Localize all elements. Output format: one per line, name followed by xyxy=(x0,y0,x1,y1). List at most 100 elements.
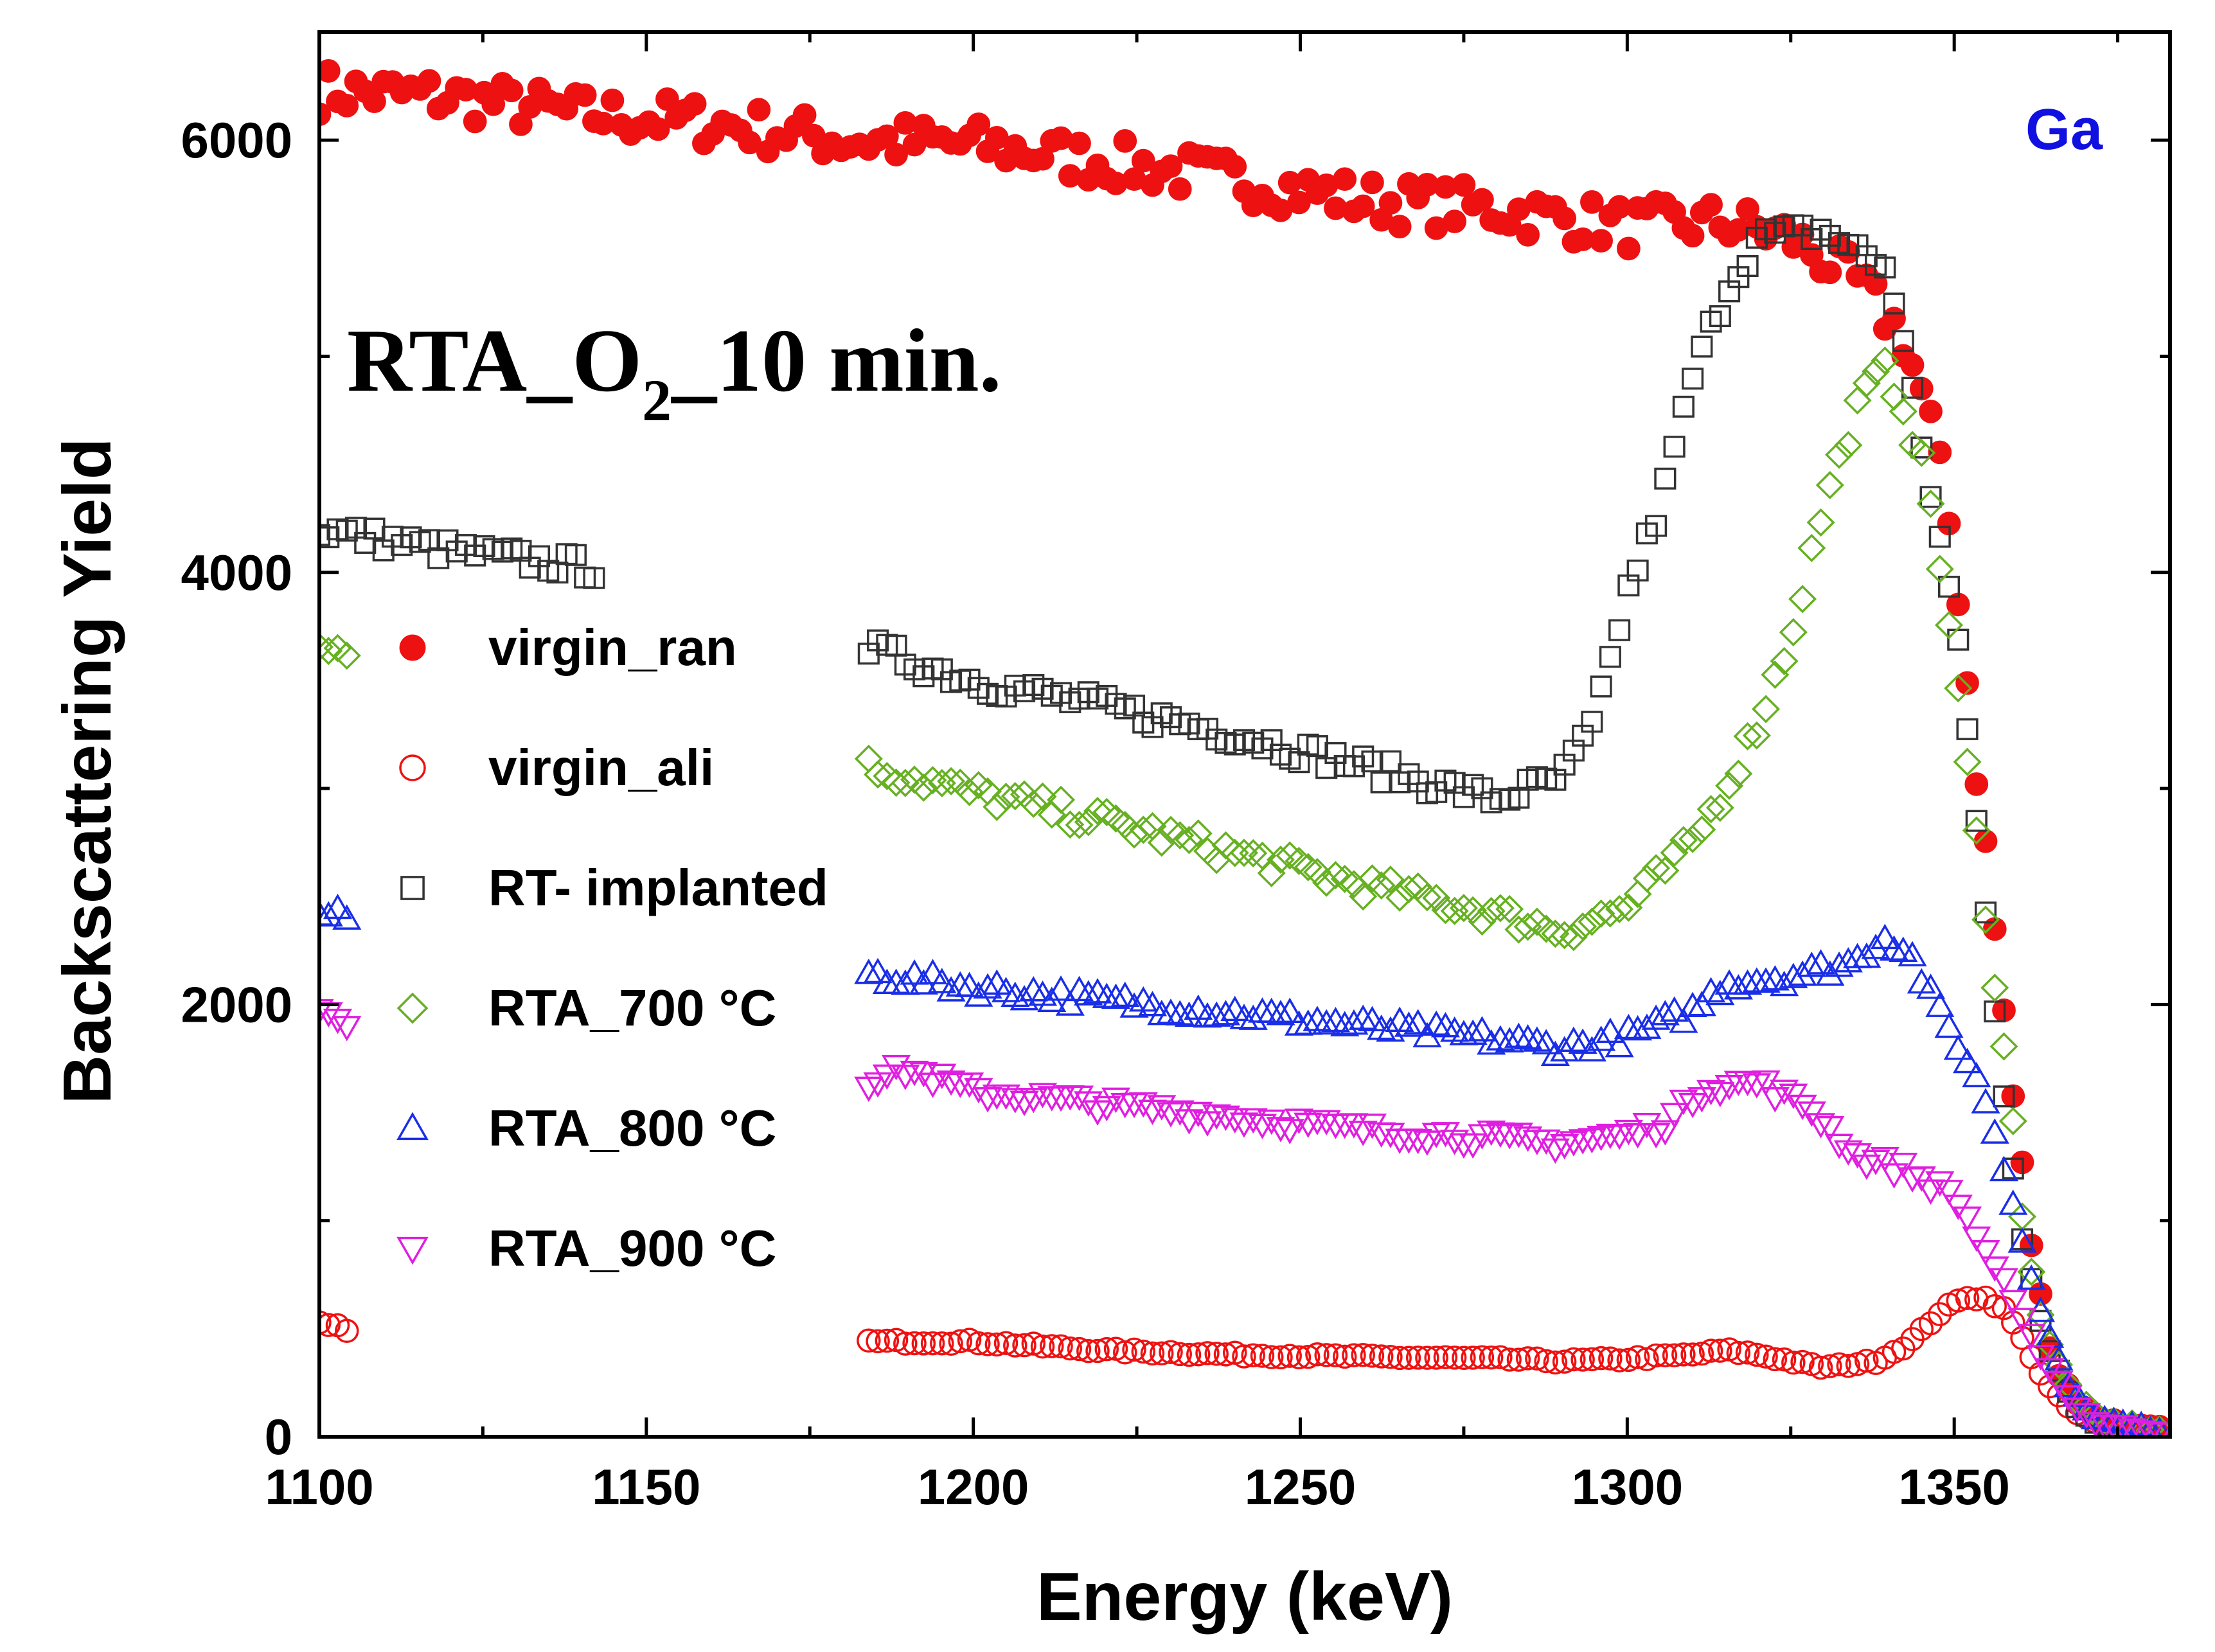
data-point xyxy=(983,792,1011,821)
data-point xyxy=(1074,808,1103,837)
chart-title-subscript: 2 xyxy=(642,368,672,433)
data-point xyxy=(1513,1126,1543,1152)
data-point xyxy=(1294,1112,1323,1139)
data-point xyxy=(920,1331,945,1356)
data-point xyxy=(1559,923,1588,952)
data-point xyxy=(1442,1346,1467,1370)
data-point xyxy=(909,773,938,802)
data-point xyxy=(936,1070,966,1096)
data-point xyxy=(1294,853,1322,882)
data-point xyxy=(1763,1347,1788,1372)
data-point xyxy=(1962,1226,1991,1252)
data-point xyxy=(1440,1016,1470,1042)
data-point xyxy=(1113,129,1137,153)
legend-symbol xyxy=(396,992,429,1024)
data-point xyxy=(864,760,893,789)
data-point xyxy=(499,78,524,103)
data-point xyxy=(2127,1415,2156,1437)
data-point xyxy=(2062,1398,2092,1423)
data-point xyxy=(1827,1352,1851,1376)
data-point xyxy=(1010,1090,1039,1117)
data-point xyxy=(1654,467,1677,490)
data-point xyxy=(937,767,966,795)
data-point xyxy=(1376,1016,1405,1042)
data-point xyxy=(1360,170,1384,195)
data-point xyxy=(1569,912,1597,941)
legend-symbol xyxy=(396,1236,429,1265)
chart-title-suffix: _10 min. xyxy=(670,311,1001,411)
y-tick-label: 6000 xyxy=(181,112,292,168)
data-point xyxy=(1422,884,1451,912)
legend-label: RTA_700 °C xyxy=(488,979,776,1036)
data-point xyxy=(1632,1013,1662,1039)
data-point xyxy=(1579,1347,1605,1372)
data-point xyxy=(1708,1338,1732,1363)
data-point xyxy=(1049,1334,1073,1359)
y-tick-label: 4000 xyxy=(181,544,292,601)
data-point xyxy=(573,83,597,107)
data-point xyxy=(1211,1105,1241,1132)
data-point xyxy=(900,959,929,985)
data-point xyxy=(1806,1113,1836,1139)
data-point xyxy=(1998,1189,2028,1215)
data-point xyxy=(1184,819,1213,848)
data-point xyxy=(1321,860,1350,890)
data-point xyxy=(2145,1422,2170,1437)
data-point xyxy=(1733,722,1762,751)
data-point xyxy=(319,102,332,127)
data-point xyxy=(1935,610,1964,639)
data-point xyxy=(1513,912,1542,941)
data-point xyxy=(1726,1340,1751,1365)
data-point xyxy=(1834,431,1863,459)
data-point xyxy=(332,1016,362,1042)
data-point xyxy=(1275,997,1304,1023)
data-point xyxy=(973,1087,1002,1113)
data-point xyxy=(1641,1123,1671,1149)
legend-label: virgin_ali xyxy=(488,739,714,796)
data-point xyxy=(1733,969,1763,995)
data-point xyxy=(1883,292,1905,315)
data-point xyxy=(1965,810,1988,832)
data-point xyxy=(2025,1345,2056,1371)
chart-title-main: RTA_O xyxy=(347,311,642,411)
data-point xyxy=(1644,1343,1668,1368)
data-point xyxy=(1241,1343,1265,1367)
data-point xyxy=(1223,155,1247,179)
x-tick-label: 1200 xyxy=(918,1459,1029,1515)
data-point xyxy=(1257,997,1286,1024)
data-point xyxy=(1522,1026,1552,1052)
data-point xyxy=(1067,131,1091,155)
data-point xyxy=(1403,1128,1433,1155)
data-point xyxy=(1974,901,1997,924)
data-point xyxy=(1623,1123,1653,1149)
data-point xyxy=(2002,1157,2024,1180)
data-point xyxy=(1495,1027,1524,1052)
data-point xyxy=(1156,999,1186,1024)
data-marks xyxy=(319,59,2170,1437)
data-point xyxy=(1815,470,1844,500)
data-point xyxy=(1587,1125,1616,1151)
data-point xyxy=(1889,397,1917,426)
data-point xyxy=(1815,960,1845,986)
data-point xyxy=(1202,1001,1231,1027)
data-point xyxy=(1443,209,1467,233)
data-point xyxy=(1147,999,1177,1026)
data-point xyxy=(930,1331,954,1356)
data-point xyxy=(1540,1040,1570,1067)
data-point xyxy=(1980,973,2009,1002)
legend-symbol xyxy=(399,634,426,661)
data-point xyxy=(1788,1094,1817,1121)
data-point xyxy=(1745,1342,1769,1367)
data-point xyxy=(1616,1347,1641,1372)
data-point xyxy=(1855,1348,1879,1373)
data-point xyxy=(1689,1341,1714,1366)
data-point xyxy=(1495,1124,1524,1150)
data-point xyxy=(936,976,966,1002)
data-point xyxy=(1962,816,1991,845)
data-point xyxy=(1653,1343,1678,1367)
series-rta-900-c xyxy=(319,999,2170,1437)
legend-label: virgin_ran xyxy=(488,619,737,676)
data-point xyxy=(1486,1122,1515,1148)
data-point xyxy=(1065,810,1094,839)
data-point xyxy=(1348,1004,1378,1030)
